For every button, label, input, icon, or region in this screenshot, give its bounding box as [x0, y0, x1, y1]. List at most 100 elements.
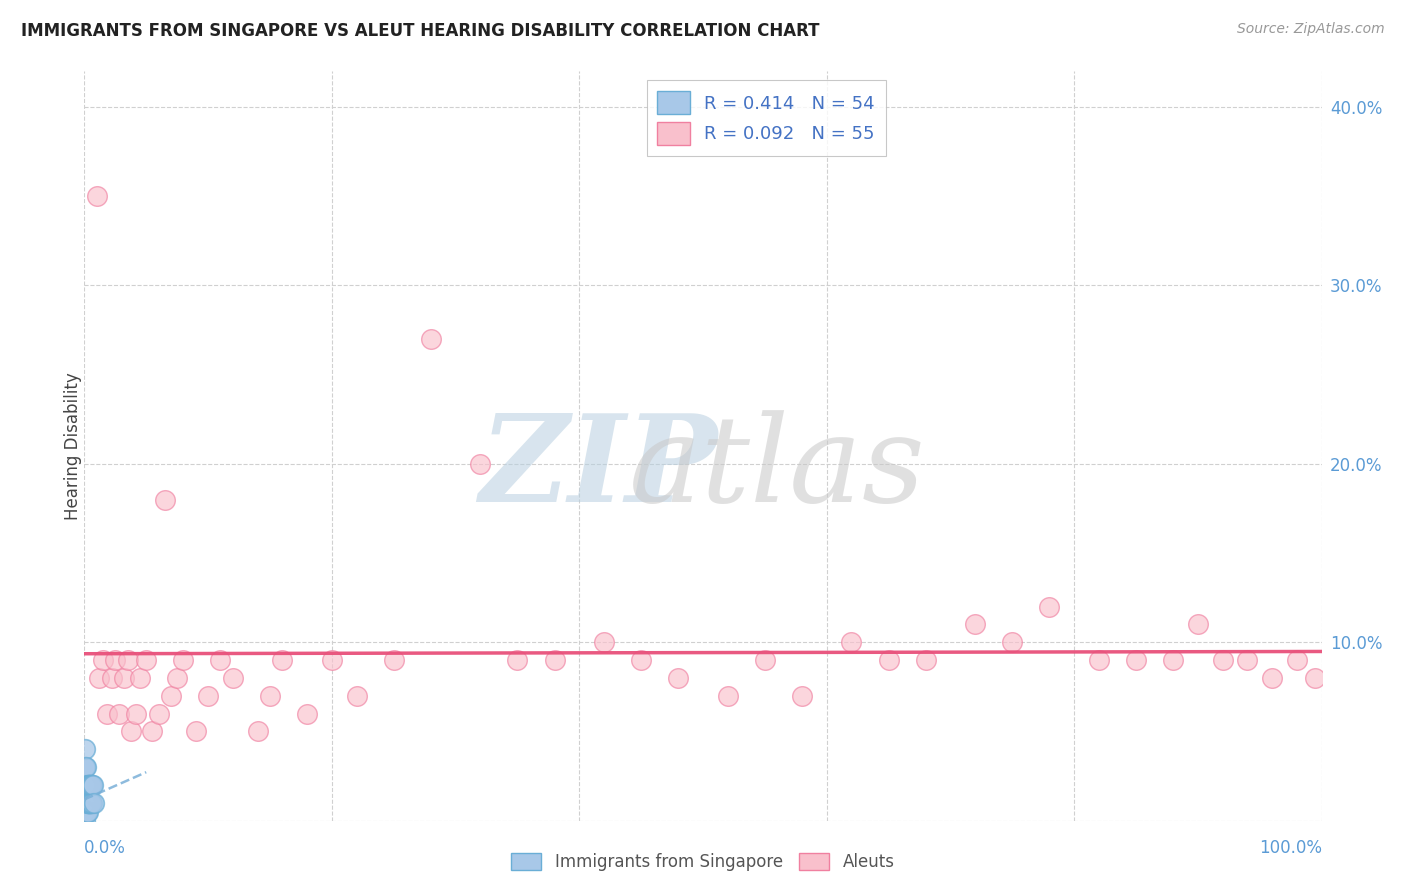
Legend: Immigrants from Singapore, Aleuts: Immigrants from Singapore, Aleuts — [503, 845, 903, 880]
Point — [75, 805, 97, 819]
Point — [73, 805, 96, 819]
Point — [141, 724, 163, 739]
Point — [914, 653, 936, 667]
Point — [112, 671, 135, 685]
Point — [965, 617, 987, 632]
Point — [96, 706, 118, 721]
Point — [295, 706, 318, 721]
Point — [100, 671, 122, 685]
Point — [79, 796, 101, 810]
Point — [89, 671, 111, 685]
Point — [75, 778, 97, 792]
Point — [76, 796, 98, 810]
Point — [153, 492, 176, 507]
Point — [73, 778, 96, 792]
Point — [79, 778, 101, 792]
Point — [75, 805, 97, 819]
Point — [75, 805, 97, 819]
Point — [73, 742, 96, 756]
Point — [79, 778, 101, 792]
Point — [73, 760, 96, 774]
Text: Source: ZipAtlas.com: Source: ZipAtlas.com — [1237, 22, 1385, 37]
Point — [222, 671, 245, 685]
Text: 100.0%: 100.0% — [1258, 839, 1322, 857]
Point — [76, 805, 98, 819]
Point — [108, 706, 131, 721]
Point — [82, 796, 104, 810]
Point — [76, 805, 98, 819]
Point — [75, 796, 97, 810]
Point — [197, 689, 219, 703]
Point — [346, 689, 368, 703]
Point — [506, 653, 529, 667]
Point — [75, 805, 97, 819]
Point — [79, 796, 101, 810]
Point — [79, 778, 101, 792]
Point — [1305, 671, 1327, 685]
Point — [77, 796, 100, 810]
Point — [77, 778, 100, 792]
Point — [75, 760, 97, 774]
Point — [259, 689, 281, 703]
Point — [1038, 599, 1060, 614]
Y-axis label: Hearing Disability: Hearing Disability — [65, 372, 82, 520]
Point — [75, 796, 97, 810]
Point — [73, 796, 96, 810]
Point — [419, 332, 441, 346]
Point — [73, 778, 96, 792]
Point — [83, 796, 105, 810]
Point — [76, 778, 98, 792]
Point — [1261, 671, 1284, 685]
Point — [754, 653, 776, 667]
Point — [209, 653, 232, 667]
Point — [75, 805, 97, 819]
Point — [172, 653, 194, 667]
Point — [1088, 653, 1111, 667]
Point — [129, 671, 152, 685]
Point — [543, 653, 565, 667]
Point — [877, 653, 900, 667]
Point — [117, 653, 139, 667]
Point — [321, 653, 343, 667]
Point — [382, 653, 405, 667]
Point — [77, 778, 100, 792]
Point — [184, 724, 207, 739]
Point — [82, 778, 104, 792]
Text: 0.0%: 0.0% — [84, 839, 127, 857]
Point — [75, 796, 97, 810]
Point — [76, 796, 98, 810]
Point — [76, 805, 98, 819]
Point — [166, 671, 188, 685]
Point — [841, 635, 863, 649]
Point — [148, 706, 170, 721]
Point — [593, 635, 616, 649]
Point — [1285, 653, 1308, 667]
Point — [160, 689, 183, 703]
Point — [1187, 617, 1209, 632]
Point — [73, 805, 96, 819]
Point — [246, 724, 269, 739]
Point — [86, 189, 108, 203]
Point — [75, 796, 97, 810]
Point — [73, 814, 96, 828]
Point — [73, 796, 96, 810]
Point — [1161, 653, 1184, 667]
Point — [1236, 653, 1258, 667]
Point — [1125, 653, 1147, 667]
Legend: R = 0.414   N = 54, R = 0.092   N = 55: R = 0.414 N = 54, R = 0.092 N = 55 — [647, 80, 886, 156]
Point — [470, 457, 492, 471]
Point — [1001, 635, 1024, 649]
Point — [77, 796, 100, 810]
Point — [135, 653, 157, 667]
Point — [76, 796, 98, 810]
Point — [91, 653, 114, 667]
Point — [75, 796, 97, 810]
Point — [77, 778, 100, 792]
Text: ZIP: ZIP — [478, 409, 717, 528]
Point — [717, 689, 740, 703]
Text: IMMIGRANTS FROM SINGAPORE VS ALEUT HEARING DISABILITY CORRELATION CHART: IMMIGRANTS FROM SINGAPORE VS ALEUT HEARI… — [21, 22, 820, 40]
Text: atlas: atlas — [628, 409, 925, 527]
Point — [75, 805, 97, 819]
Point — [75, 778, 97, 792]
Point — [120, 724, 142, 739]
